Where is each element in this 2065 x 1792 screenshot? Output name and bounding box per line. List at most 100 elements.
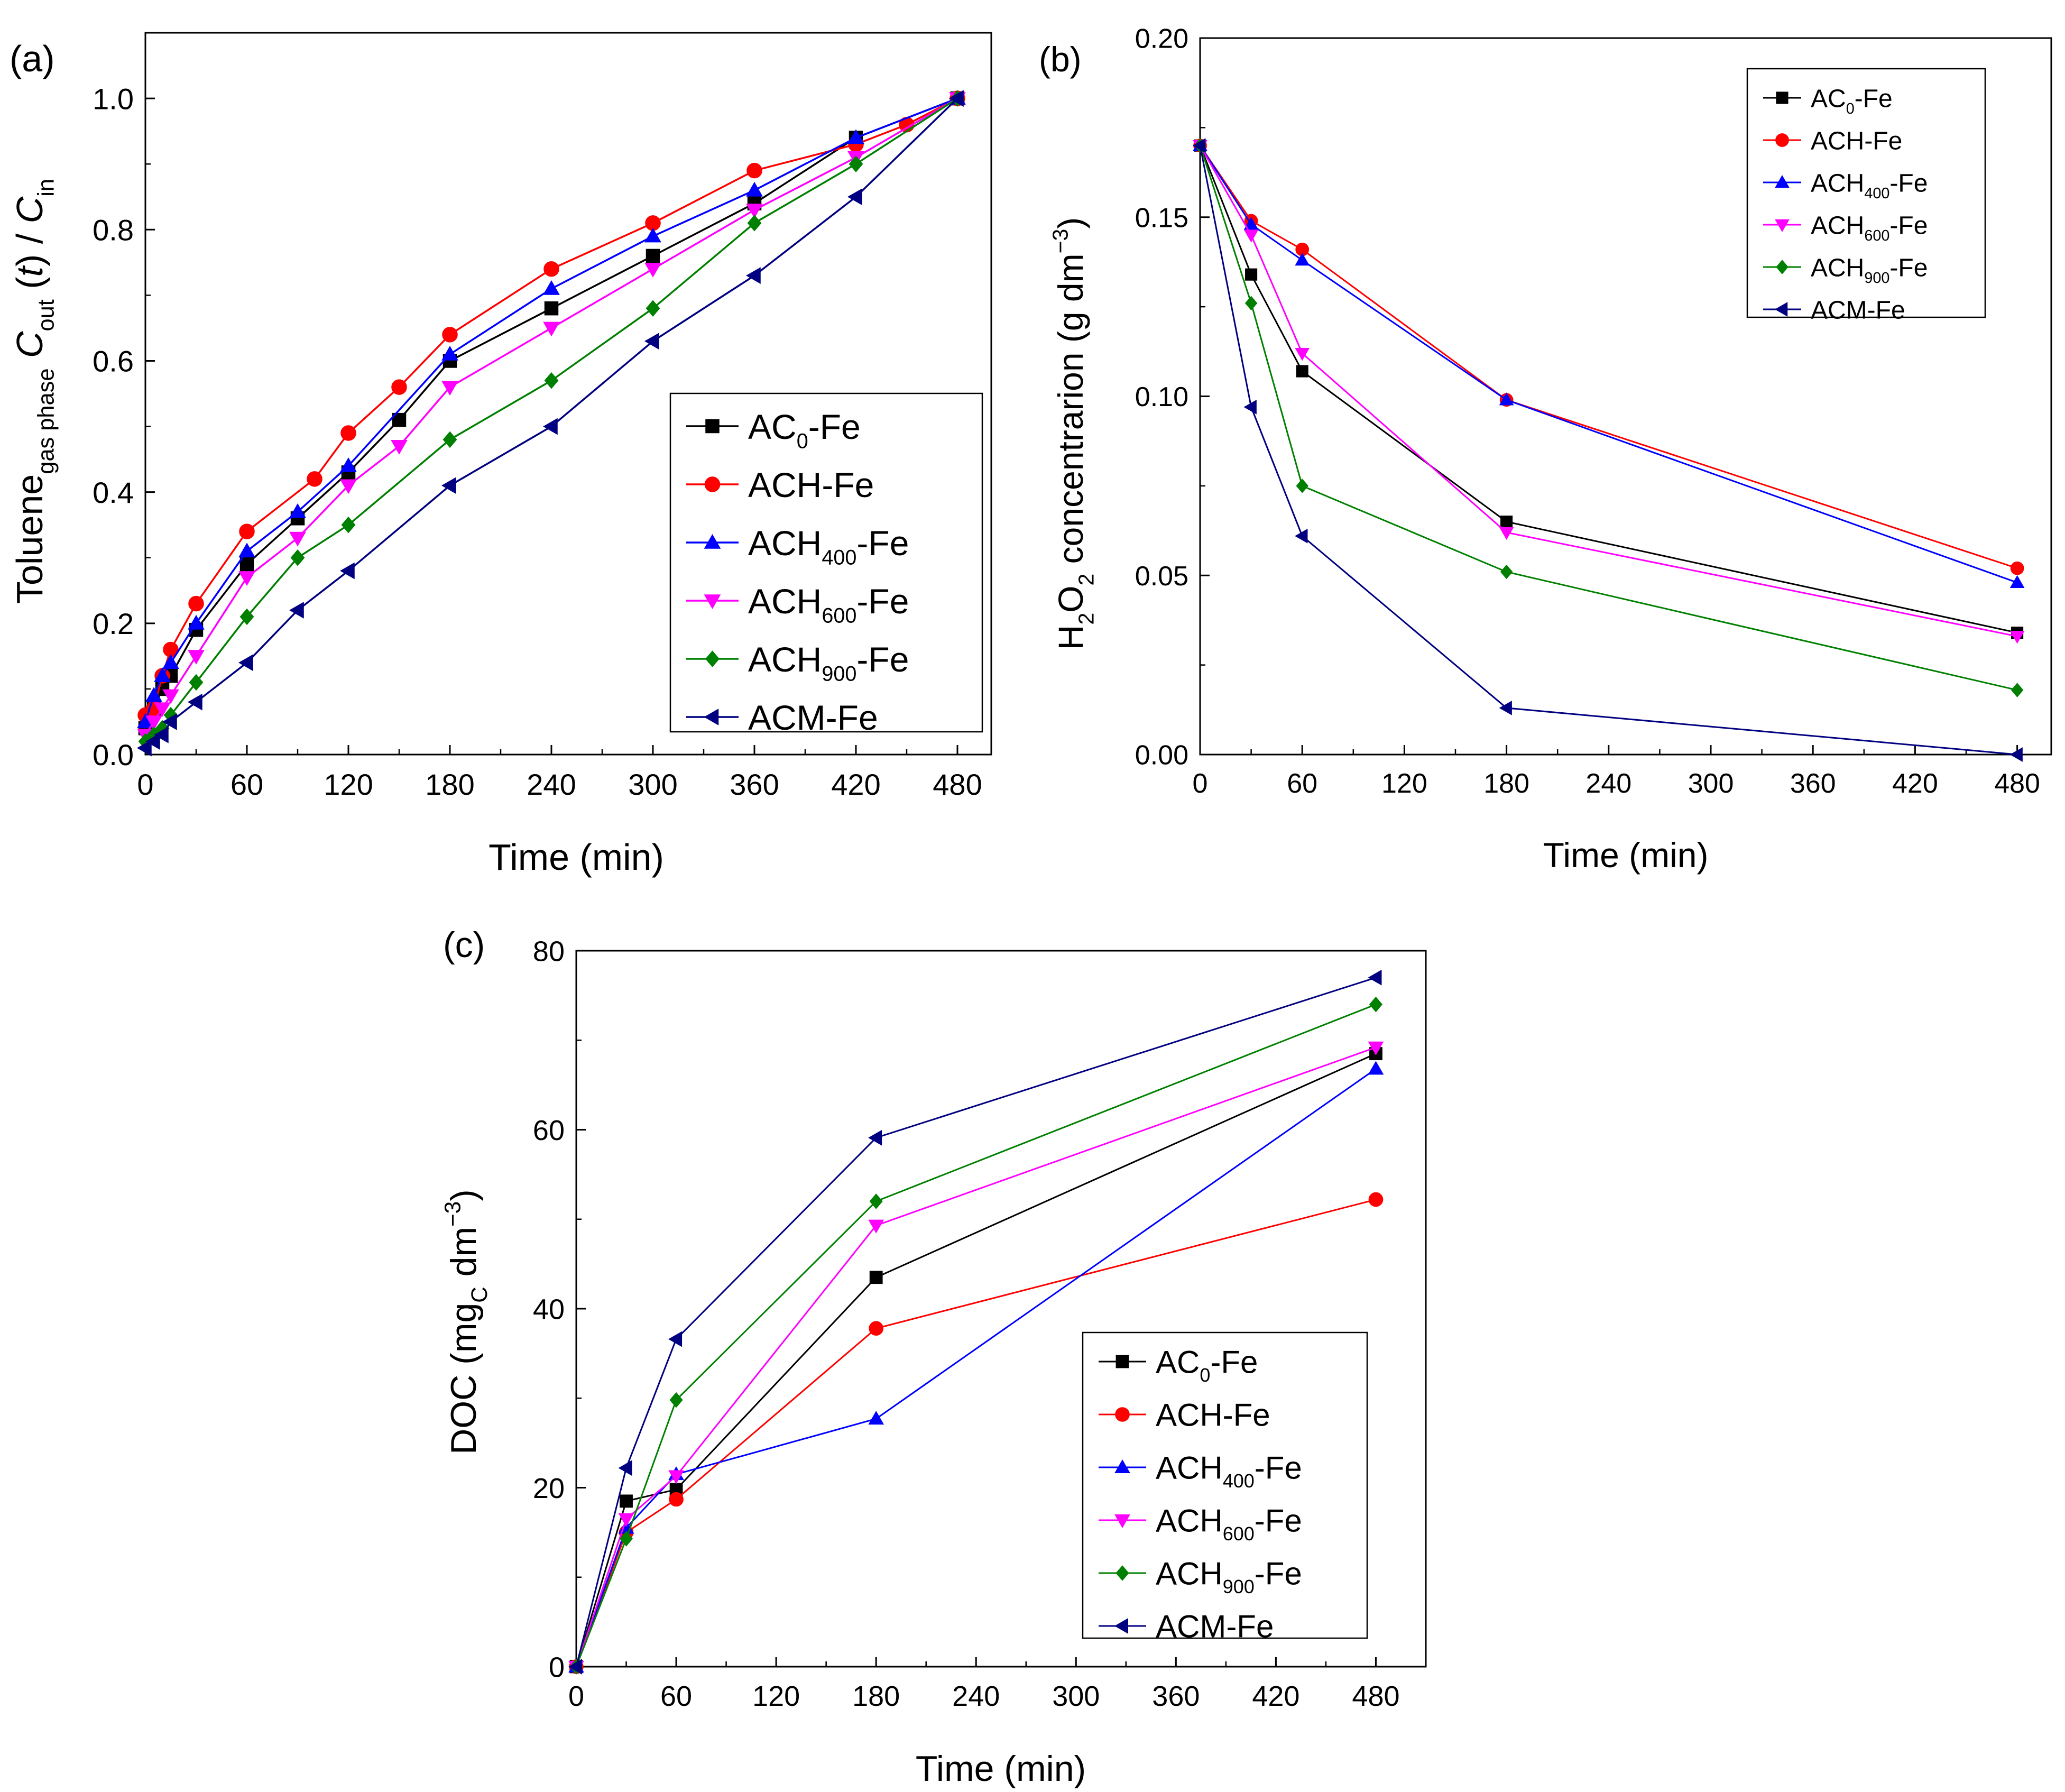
y-tick-label: 80 (533, 935, 565, 967)
data-point (1245, 268, 1258, 281)
data-point (869, 1321, 883, 1336)
data-point (746, 181, 763, 197)
data-point (746, 162, 762, 179)
data-point (618, 1513, 634, 1527)
x-tick-label: 180 (852, 1680, 900, 1712)
data-point (441, 346, 458, 361)
y-tick-label: 0.0 (93, 738, 134, 771)
legend-marker (705, 419, 720, 434)
legend: AC0-Fe ACH-Fe ACH400-Fe ACH600-Fe ACH900-Fe A… (1746, 68, 1986, 324)
y-tick-label: 0.15 (1135, 203, 1188, 233)
legend-label: AC0-Fe (748, 407, 861, 453)
legend-marker (704, 594, 721, 610)
legend: AC0-Fe ACH-Fe ACH400-Fe ACH600-Fe ACH900-Fe A… (669, 392, 983, 737)
x-tick-label: 300 (1052, 1680, 1100, 1712)
panel-label: (b) (1039, 40, 1082, 79)
data-point (1192, 138, 1206, 153)
data-point (340, 457, 357, 472)
legend-marker (1776, 260, 1789, 274)
data-point (238, 654, 253, 672)
data-point (239, 523, 255, 539)
x-tick-label: 60 (660, 1680, 692, 1712)
data-point (1368, 969, 1382, 986)
data-point (340, 479, 357, 494)
data-point (238, 543, 255, 558)
data-point (543, 261, 559, 277)
x-tick-label: 300 (628, 768, 677, 801)
legend-label: ACM-Fe (1156, 1609, 1274, 1644)
data-point (136, 739, 152, 757)
legend-marker (1775, 174, 1790, 188)
y-tick-label: 40 (533, 1293, 565, 1325)
series-ach400-fe (137, 90, 966, 728)
legend: AC0-Fe ACH-Fe ACH400-Fe ACH600-Fe ACH900-Fe A… (1082, 1331, 1368, 1644)
legend-label: ACM-Fe (1811, 296, 1905, 324)
x-tick-label: 360 (730, 768, 779, 801)
data-point (1243, 229, 1259, 243)
data-point (154, 702, 171, 718)
x-tick-label: 0 (137, 768, 153, 801)
legend-label: ACH-Fe (748, 465, 874, 504)
data-point (441, 381, 458, 396)
y-tick-label: 0.2 (93, 607, 134, 640)
data-point (289, 531, 306, 547)
data-point (391, 379, 407, 395)
data-point (1244, 296, 1258, 311)
data-point (1500, 564, 1513, 580)
data-point (869, 1271, 883, 1284)
data-point (339, 562, 355, 580)
x-tick-label: 420 (831, 768, 880, 801)
data-point (1499, 701, 1512, 715)
data-point (868, 1129, 882, 1146)
data-point (188, 650, 205, 665)
legend-box (1746, 68, 1986, 318)
y-tick-label: 1.0 (93, 82, 134, 115)
series-acm-fe (568, 969, 1382, 1675)
data-point (543, 280, 560, 295)
panel-a-toluene-chart: (a) 0 60 120 180 240 300 360 420 480 0.0 0.2 0.4 0.6 0… (9, 32, 992, 878)
y-tick-label: 20 (533, 1473, 565, 1504)
data-point (154, 667, 171, 682)
panel-b-h2o2-chart: (b) 0 60 120 180 240 300 360 420 480 0.00 0.05 0.10 0… (1039, 24, 2052, 875)
x-tick-label: 180 (1483, 768, 1529, 799)
legend-marker (704, 534, 721, 549)
data-point (868, 1411, 884, 1425)
legend-marker (1774, 302, 1788, 317)
data-point (1499, 527, 1514, 540)
data-point (544, 372, 559, 389)
x-tick-label: 60 (1287, 768, 1317, 799)
data-point (162, 689, 179, 704)
data-point (1368, 1041, 1384, 1055)
x-tick-label: 240 (1585, 768, 1631, 799)
x-tick-label: 60 (231, 768, 263, 801)
data-point (188, 614, 205, 630)
x-axis-label: Time (min) (488, 837, 664, 878)
data-point (289, 602, 304, 619)
legend-label: ACH400-Fe (748, 523, 909, 569)
panel-c-doc-chart: (c) 0 60 120 180 240 300 360 420 480 0 20 40 60 80 Time… (440, 925, 1427, 1789)
data-point (145, 733, 160, 750)
legend-label: ACH900-Fe (748, 640, 909, 686)
legend-label: ACH600-Fe (1811, 212, 1928, 244)
legend-marker (705, 650, 720, 667)
legend-marker (1114, 1618, 1128, 1634)
legend-label: ACH400-Fe (1811, 169, 1928, 202)
data-point (948, 90, 964, 107)
data-point (289, 503, 306, 518)
data-point (189, 674, 204, 691)
legend-label: ACH900-Fe (1811, 254, 1928, 287)
legend-marker (1116, 1565, 1129, 1581)
data-point (847, 188, 862, 206)
plot-frame (144, 32, 992, 756)
data-point (747, 215, 762, 232)
x-tick-label: 300 (1688, 768, 1734, 799)
x-tick-label: 480 (933, 768, 982, 801)
data-point (442, 327, 458, 343)
data-point (644, 262, 661, 278)
data-point (644, 227, 661, 243)
data-point (238, 571, 255, 586)
legend-label: AC0-Fe (1811, 85, 1893, 117)
data-point (340, 425, 356, 441)
data-point (1296, 365, 1308, 378)
